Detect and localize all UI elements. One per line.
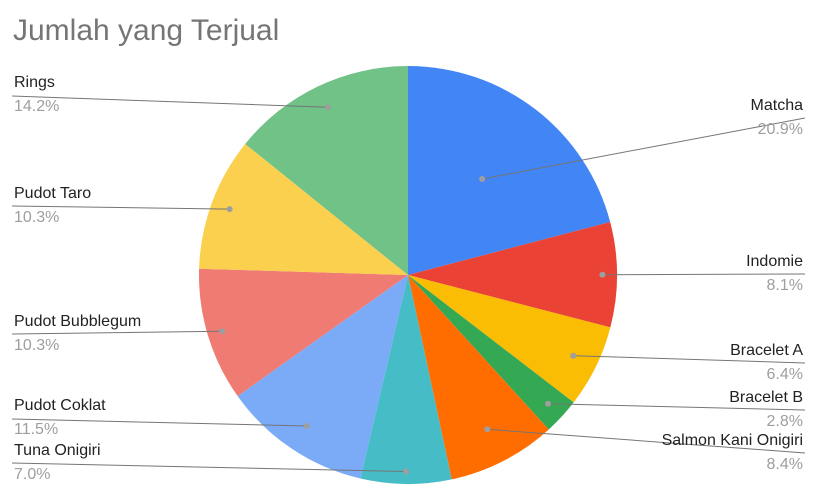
pie-slice-pudot-bubblegum[interactable] [198, 268, 408, 397]
slice-label-rings: Rings [14, 74, 55, 91]
pie-slice-bracelet-a[interactable] [408, 275, 611, 403]
callout-dot-tuna-onigiri [403, 468, 410, 475]
slice-percent-rings: 14.2% [14, 98, 59, 115]
callout-dot-pudot-coklat [303, 423, 310, 429]
slice-label-pudot-taro: Pudot Taro [14, 185, 91, 202]
callout-line-pudot-coklat [11, 418, 307, 427]
pie-slice-pudot-coklat[interactable] [237, 275, 408, 479]
slice-percent-pudot-bubblegum: 10.3% [14, 337, 59, 354]
callout-line-tuna-onigiri [11, 462, 407, 472]
pie-slice-tuna-onigiri[interactable] [360, 275, 452, 485]
callout-dot-pudot-bubblegum [219, 328, 225, 335]
slice-label-bracelet-a: Bracelet A [730, 342, 803, 359]
callout-line-pudot-bubblegum [11, 330, 223, 335]
callout-dot-bracelet-a [570, 352, 577, 359]
callout-dot-rings [324, 104, 331, 111]
callout-line-indomie [602, 273, 806, 276]
slice-label-tuna-onigiri: Tuna Onigiri [14, 442, 101, 459]
pie-slice-rings[interactable] [245, 66, 408, 275]
slice-percent-bracelet-a: 6.4% [767, 366, 803, 383]
callout-line-rings [11, 95, 328, 108]
slice-percent-tuna-onigiri: 7.0% [14, 466, 50, 483]
pie-slice-salmon-kani-onigiri[interactable] [408, 275, 549, 480]
slice-label-matcha: Matcha [751, 97, 804, 114]
callout-line-bracelet-b [547, 403, 806, 411]
callout-line-bracelet-a [573, 355, 806, 364]
slice-percent-matcha: 20.9% [758, 121, 803, 138]
slice-label-pudot-coklat: Pudot Coklat [14, 397, 106, 414]
slice-label-pudot-bubblegum: Pudot Bubblegum [14, 313, 141, 330]
pie-slice-indomie[interactable] [408, 222, 617, 328]
pie-slice-matcha[interactable] [408, 66, 611, 275]
callout-line-pudot-taro [11, 205, 230, 210]
slice-label-bracelet-b: Bracelet B [729, 389, 803, 406]
slice-percent-salmon-kani-onigiri: 8.4% [767, 456, 803, 473]
callout-dot-matcha [479, 176, 486, 182]
slice-label-indomie: Indomie [746, 253, 803, 270]
slice-label-salmon-kani-onigiri: Salmon Kani Onigiri [662, 432, 803, 449]
callout-dot-salmon-kani-onigiri [484, 426, 491, 433]
callout-line-salmon-kani-onigiri [487, 428, 806, 454]
callout-dot-pudot-taro [226, 206, 233, 213]
pie-slice-pudot-taro[interactable] [199, 143, 408, 275]
slice-percent-pudot-taro: 10.3% [14, 209, 59, 226]
callout-line-matcha [482, 117, 806, 180]
pie-slice-bracelet-b[interactable] [408, 275, 574, 430]
callout-dot-bracelet-b [545, 400, 551, 407]
slice-percent-pudot-coklat: 11.5% [14, 421, 58, 438]
chart-title: Jumlah yang Terjual [13, 14, 280, 47]
slice-percent-bracelet-b: 2.8% [767, 413, 803, 430]
callout-dot-indomie [599, 271, 606, 278]
slice-percent-indomie: 8.1% [767, 277, 803, 294]
